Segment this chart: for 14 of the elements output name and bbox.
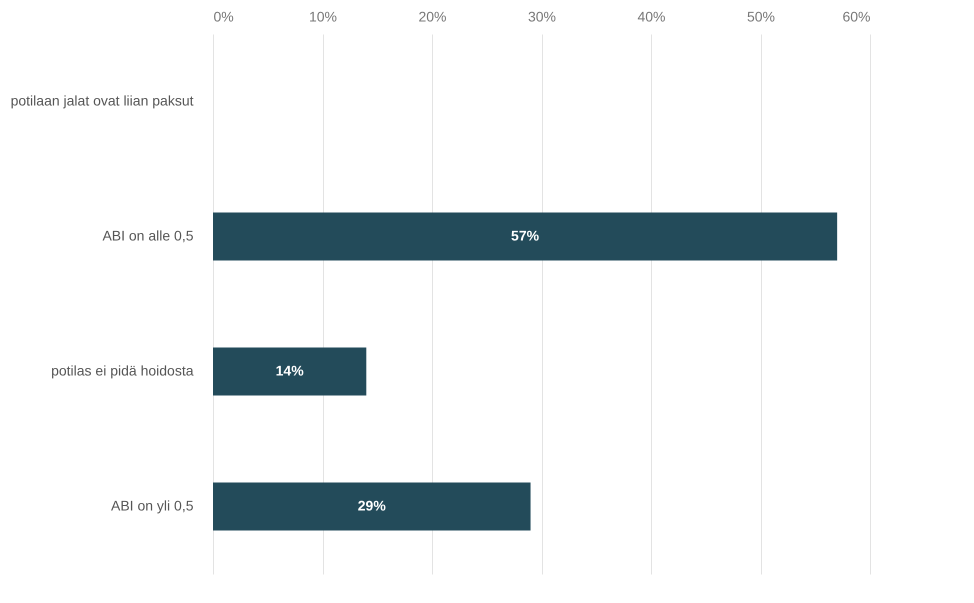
- y-tick-label: potilaan jalat ovat liian paksut: [10, 92, 194, 108]
- data-label: 14%: [276, 362, 304, 378]
- x-tick-label: 10%: [308, 8, 338, 24]
- x-tick-label: 60%: [842, 8, 870, 24]
- x-tick-label: 30%: [528, 8, 556, 24]
- data-label: 29%: [358, 498, 386, 514]
- y-tick-label: potilas ei pidä hoidosta: [51, 362, 194, 378]
- data-label: 57%: [511, 228, 540, 244]
- y-tick-label: ABI on alle 0,5: [102, 228, 194, 244]
- x-tick-label: 0%: [214, 8, 234, 24]
- x-tick-label: 20%: [418, 8, 447, 24]
- x-tick-label: 50%: [746, 8, 776, 24]
- y-tick-label: ABI on yli 0,5: [111, 498, 194, 514]
- x-tick-label: 40%: [637, 8, 666, 24]
